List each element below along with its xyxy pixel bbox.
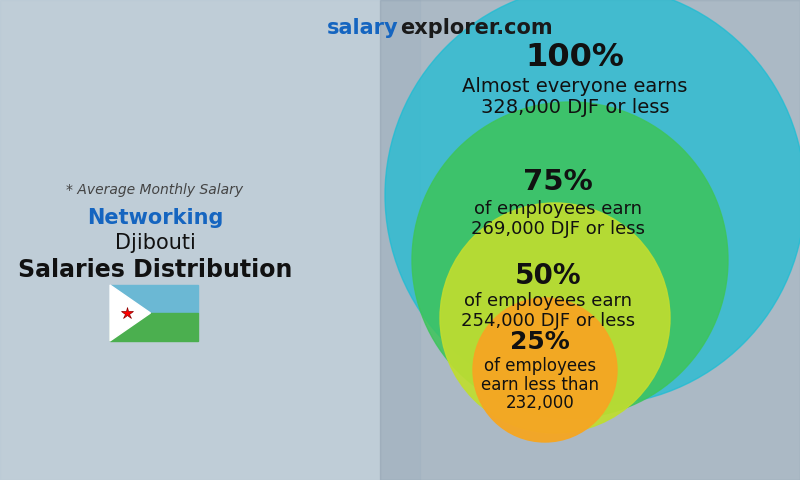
Text: 269,000 DJF or less: 269,000 DJF or less xyxy=(471,220,645,238)
Circle shape xyxy=(412,102,728,418)
Circle shape xyxy=(473,298,617,442)
Text: salary: salary xyxy=(326,18,398,38)
Text: of employees earn: of employees earn xyxy=(464,292,632,310)
Bar xyxy=(110,313,198,341)
Text: * Average Monthly Salary: * Average Monthly Salary xyxy=(66,183,243,197)
Polygon shape xyxy=(110,285,150,341)
Text: 50%: 50% xyxy=(514,262,582,290)
Text: 75%: 75% xyxy=(523,168,593,196)
Text: Networking: Networking xyxy=(87,208,223,228)
Text: earn less than: earn less than xyxy=(481,376,599,394)
Text: of employees: of employees xyxy=(484,357,596,375)
Text: explorer.com: explorer.com xyxy=(400,18,553,38)
Bar xyxy=(0,0,420,480)
Text: Salaries Distribution: Salaries Distribution xyxy=(18,258,292,282)
Text: 328,000 DJF or less: 328,000 DJF or less xyxy=(481,98,670,117)
Circle shape xyxy=(385,0,800,405)
Circle shape xyxy=(440,203,670,433)
Bar xyxy=(380,0,800,480)
Bar xyxy=(110,285,198,313)
Text: Djibouti: Djibouti xyxy=(114,233,195,253)
Text: 232,000: 232,000 xyxy=(506,394,574,412)
Text: 100%: 100% xyxy=(526,42,625,73)
Text: 25%: 25% xyxy=(510,330,570,354)
Text: 254,000 DJF or less: 254,000 DJF or less xyxy=(461,312,635,330)
Text: Almost everyone earns: Almost everyone earns xyxy=(462,76,688,96)
Text: of employees earn: of employees earn xyxy=(474,200,642,217)
